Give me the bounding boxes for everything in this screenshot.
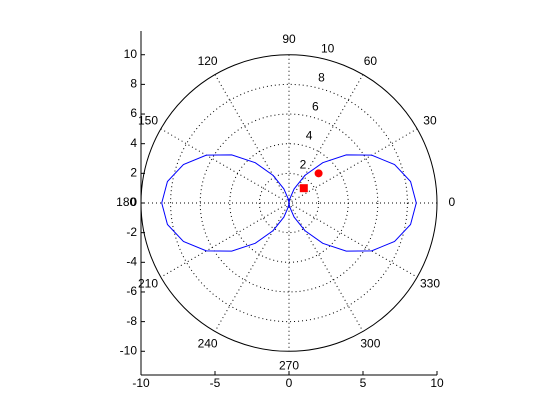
r-grid-circle xyxy=(258,172,320,234)
point xyxy=(314,169,323,178)
y-tick-label: 8 xyxy=(130,77,137,91)
theta-label: 240 xyxy=(198,336,218,350)
y-tick-label: 10 xyxy=(124,47,138,61)
theta-label: 60 xyxy=(364,54,378,68)
r-tick-label: 2 xyxy=(300,157,307,171)
y-tick-label: 0 xyxy=(130,195,137,209)
y-tick-label: -8 xyxy=(126,314,137,328)
x-tick-label: -10 xyxy=(132,376,150,390)
theta-label: 210 xyxy=(138,277,158,291)
r-tick-label: 6 xyxy=(312,99,319,113)
r-grid-circle xyxy=(170,83,408,323)
theta-label: 180 xyxy=(116,195,136,209)
theta-label: 150 xyxy=(138,114,158,128)
y-tick-label: -4 xyxy=(126,254,137,268)
y-tick-label: 6 xyxy=(130,106,137,120)
theta-label: 300 xyxy=(360,336,380,350)
r-tick-label: 8 xyxy=(318,70,325,84)
theta-label: 90 xyxy=(282,32,296,46)
y-tick-label: 2 xyxy=(130,166,137,180)
x-tick-label: -5 xyxy=(210,376,221,390)
theta-label: 120 xyxy=(198,54,218,68)
y-tick-label: -10 xyxy=(120,343,138,357)
r-tick-label: 4 xyxy=(306,128,313,142)
theta-label: 30 xyxy=(423,114,437,128)
y-tick-label: 4 xyxy=(130,136,137,150)
y-tick-label: -6 xyxy=(126,284,137,298)
r-grid-circle xyxy=(229,143,349,263)
r-grid-circle xyxy=(199,113,379,293)
x-tick-label: 0 xyxy=(286,376,293,390)
r-tick-label: 10 xyxy=(321,41,335,55)
point xyxy=(299,184,308,193)
y-tick-label: -2 xyxy=(126,225,137,239)
theta-label: 330 xyxy=(420,277,440,291)
polar-frame xyxy=(140,54,438,352)
theta-label: 270 xyxy=(279,358,299,372)
theta-label: 0 xyxy=(448,195,455,209)
x-tick-label: 10 xyxy=(430,376,444,390)
x-tick-label: 5 xyxy=(360,376,367,390)
polar-line xyxy=(161,154,417,252)
